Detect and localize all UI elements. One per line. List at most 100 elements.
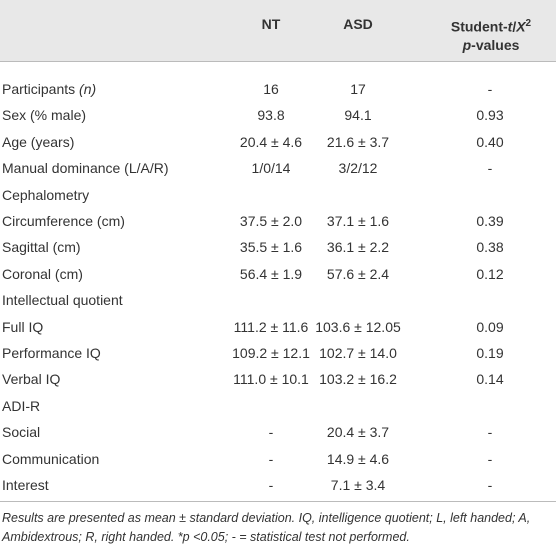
row-label: Full IQ <box>2 314 43 340</box>
table-row: Sagittal (cm) 35.5 ± 1.6 36.1 ± 2.2 0.38 <box>0 234 556 260</box>
table-cell: 0.40 <box>476 133 504 150</box>
table-header: NT ASD Student-t/X2 p-values <box>0 0 556 62</box>
table-cell: - <box>487 450 493 467</box>
label-text: Sagittal (cm) <box>2 239 81 256</box>
table-cell: 109.2 ± 12.1 <box>232 345 310 361</box>
table-cell: 111.2 ± 11.6 <box>233 318 309 335</box>
table-row: Cephalometry <box>0 182 556 208</box>
table-cell: 0.12 <box>476 265 504 282</box>
row-label: Sagittal (cm) <box>2 234 81 260</box>
label-text: Participants <box>2 81 76 97</box>
label-text: Performance IQ <box>2 345 101 361</box>
label-text: Social <box>2 424 41 441</box>
table-cell: 0.09 <box>476 318 504 335</box>
table-cell: 7.1 ± 3.4 <box>330 477 386 493</box>
row-label: Social <box>2 419 40 445</box>
table-row: Age (years) 20.4 ± 4.6 21.6 ± 3.7 0.40 <box>0 129 556 155</box>
table-cell: 0.38 <box>476 239 504 256</box>
table-row: Coronal (cm) 56.4 ± 1.9 57.6 ± 2.4 0.12 <box>0 261 556 287</box>
table-row: Full IQ 111.2 ± 11.6 103.6 ± 12.05 0.09 <box>0 314 556 340</box>
header-text: Student- <box>450 18 508 35</box>
row-label: Sex (% male) <box>2 102 86 128</box>
row-label: Circumference (cm) <box>2 208 125 234</box>
label-text: Sex (% male) <box>2 107 87 124</box>
table-cell: - <box>268 450 274 467</box>
label-text: Age (years) <box>2 133 75 150</box>
row-label: Interest <box>2 472 49 498</box>
table-cell: 0.39 <box>476 213 504 229</box>
row-label: Cephalometry <box>2 182 89 208</box>
rule <box>0 501 556 502</box>
row-label: Manual dominance (L/A/R) <box>2 155 169 181</box>
column-header: Student-t/X2 p-values <box>430 15 552 54</box>
header-text: / <box>512 18 517 35</box>
column-header: ASD <box>343 16 373 32</box>
table-cell: 102.7 ± 14.0 <box>319 345 397 361</box>
table-row: ADI-R <box>0 393 556 419</box>
table-cell: 16 <box>263 81 279 97</box>
table-cell: - <box>487 81 493 97</box>
table-cell: 57.6 ± 2.4 <box>326 265 390 282</box>
row-label: Communication <box>2 446 99 472</box>
row-label: ADI-R <box>2 393 40 419</box>
table-row: Communication - 14.9 ± 4.6 - <box>0 446 556 472</box>
table-row: Social - 20.4 ± 3.7 - <box>0 419 556 445</box>
header-text: t <box>507 18 513 35</box>
table-cell: 0.19 <box>476 345 504 361</box>
table-cell: 111.0 ± 10.1 <box>233 371 309 388</box>
table-cell: 17 <box>350 81 366 97</box>
table-cell: 20.4 ± 4.6 <box>239 133 303 150</box>
table-cell: 37.1 ± 1.6 <box>326 213 390 229</box>
row-label: Age (years) <box>2 129 74 155</box>
table-cell: 36.1 ± 2.2 <box>326 239 390 256</box>
table-cell: 93.8 <box>257 107 285 124</box>
table-cell: 103.6 ± 12.05 <box>315 318 401 335</box>
table-cell: 3/2/12 <box>338 160 378 177</box>
row-label: Coronal (cm) <box>2 261 83 287</box>
label-text: Intellectual quotient <box>2 292 123 309</box>
label-text: Circumference (cm) <box>2 213 125 229</box>
table-cell: 14.9 ± 4.6 <box>326 450 390 467</box>
table-cell: 94.1 <box>344 107 372 124</box>
row-label: Performance IQ <box>2 340 101 366</box>
row-label: Intellectual quotient <box>2 287 123 313</box>
table-cell: 0.14 <box>476 371 504 388</box>
table-row: Performance IQ 109.2 ± 12.1 102.7 ± 14.0 0.… <box>0 340 556 366</box>
column-header: NT <box>261 16 281 32</box>
label-text: Interest <box>2 477 49 493</box>
table-row: Interest - 7.1 ± 3.4 - <box>0 472 556 498</box>
label-text: Communication <box>2 450 100 467</box>
table-cell: 35.5 ± 1.6 <box>239 239 303 256</box>
table-row: Circumference (cm) 37.5 ± 2.0 37.1 ± 1.6 0.… <box>0 208 556 234</box>
row-label: Participants (n) <box>2 76 96 102</box>
label-text: Coronal (cm) <box>2 265 83 282</box>
table-cell: 21.6 ± 3.7 <box>326 133 390 150</box>
header-text: 2 <box>525 18 532 29</box>
header-text: p <box>462 36 472 53</box>
table-row: Participants (n) 16 17 - <box>0 76 556 102</box>
label-text: Manual dominance (L/A/R) <box>2 160 169 177</box>
table-cell: 20.4 ± 3.7 <box>326 424 390 441</box>
table-row: Intellectual quotient <box>0 287 556 313</box>
label-text: ADI-R <box>2 397 41 414</box>
label-text: Cephalometry <box>2 186 90 203</box>
header-text: -values <box>471 36 520 53</box>
table-cell: - <box>487 477 493 493</box>
table-cell: - <box>268 424 274 441</box>
label-text: Full IQ <box>2 318 44 335</box>
table-cell: - <box>487 160 493 177</box>
table-cell: 1/0/14 <box>251 160 291 177</box>
table-row: Verbal IQ 111.0 ± 10.1 103.2 ± 16.2 0.14 <box>0 366 556 392</box>
footnote: Results are presented as mean ± standard… <box>2 511 531 544</box>
table-cell: 37.5 ± 2.0 <box>239 213 303 229</box>
row-label: Verbal IQ <box>2 366 60 392</box>
table-cell: 56.4 ± 1.9 <box>239 265 303 282</box>
table-row: Manual dominance (L/A/R) 1/0/14 3/2/12 - <box>0 155 556 181</box>
table-cell: - <box>268 477 274 493</box>
label-text: (n) <box>79 81 97 97</box>
table-cell: 0.93 <box>476 107 504 124</box>
table-cell: 103.2 ± 16.2 <box>319 371 397 388</box>
table-cell: - <box>487 424 493 441</box>
